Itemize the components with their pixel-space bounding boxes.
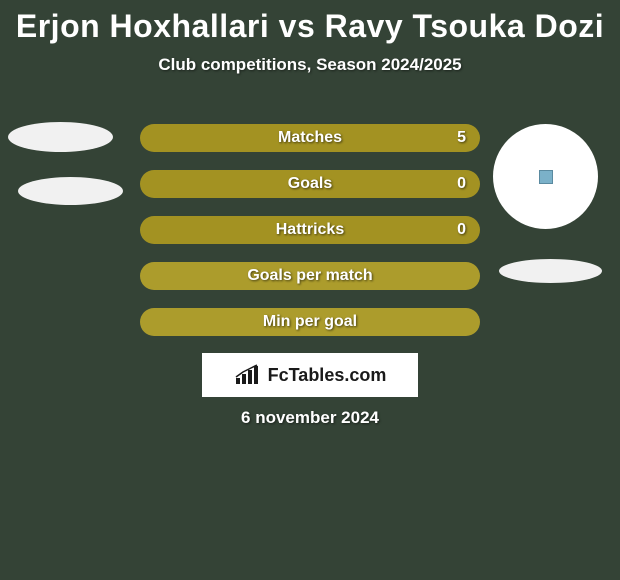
bar-value: 0 xyxy=(457,175,466,193)
bar-goals-per-match: Goals per match xyxy=(140,262,480,290)
bar-label: Goals per match xyxy=(247,267,372,285)
bar-value: 5 xyxy=(457,129,466,147)
watermark-text: FcTables.com xyxy=(268,365,387,386)
bar-value: 0 xyxy=(457,221,466,239)
bar-label: Min per goal xyxy=(263,313,357,331)
watermark: FcTables.com xyxy=(202,353,418,397)
player1-avatar-bottom xyxy=(18,177,123,205)
bar-label: Hattricks xyxy=(276,221,344,239)
placeholder-icon xyxy=(539,170,553,184)
bar-goals: Goals 0 xyxy=(140,170,480,198)
bar-label: Goals xyxy=(288,175,332,193)
bar-matches: Matches 5 xyxy=(140,124,480,152)
stats-bars: Matches 5 Goals 0 Hattricks 0 Goals per … xyxy=(140,124,480,354)
bar-min-per-goal: Min per goal xyxy=(140,308,480,336)
page-subtitle: Club competitions, Season 2024/2025 xyxy=(0,55,620,75)
player2-avatar-shadow xyxy=(499,259,602,283)
player1-avatar-top xyxy=(8,122,113,152)
chart-icon xyxy=(234,364,262,386)
page-title: Erjon Hoxhallari vs Ravy Tsouka Dozi xyxy=(0,0,620,45)
date-label: 6 november 2024 xyxy=(0,408,620,428)
bar-hattricks: Hattricks 0 xyxy=(140,216,480,244)
bar-label: Matches xyxy=(278,129,342,147)
player2-avatar xyxy=(493,124,598,229)
